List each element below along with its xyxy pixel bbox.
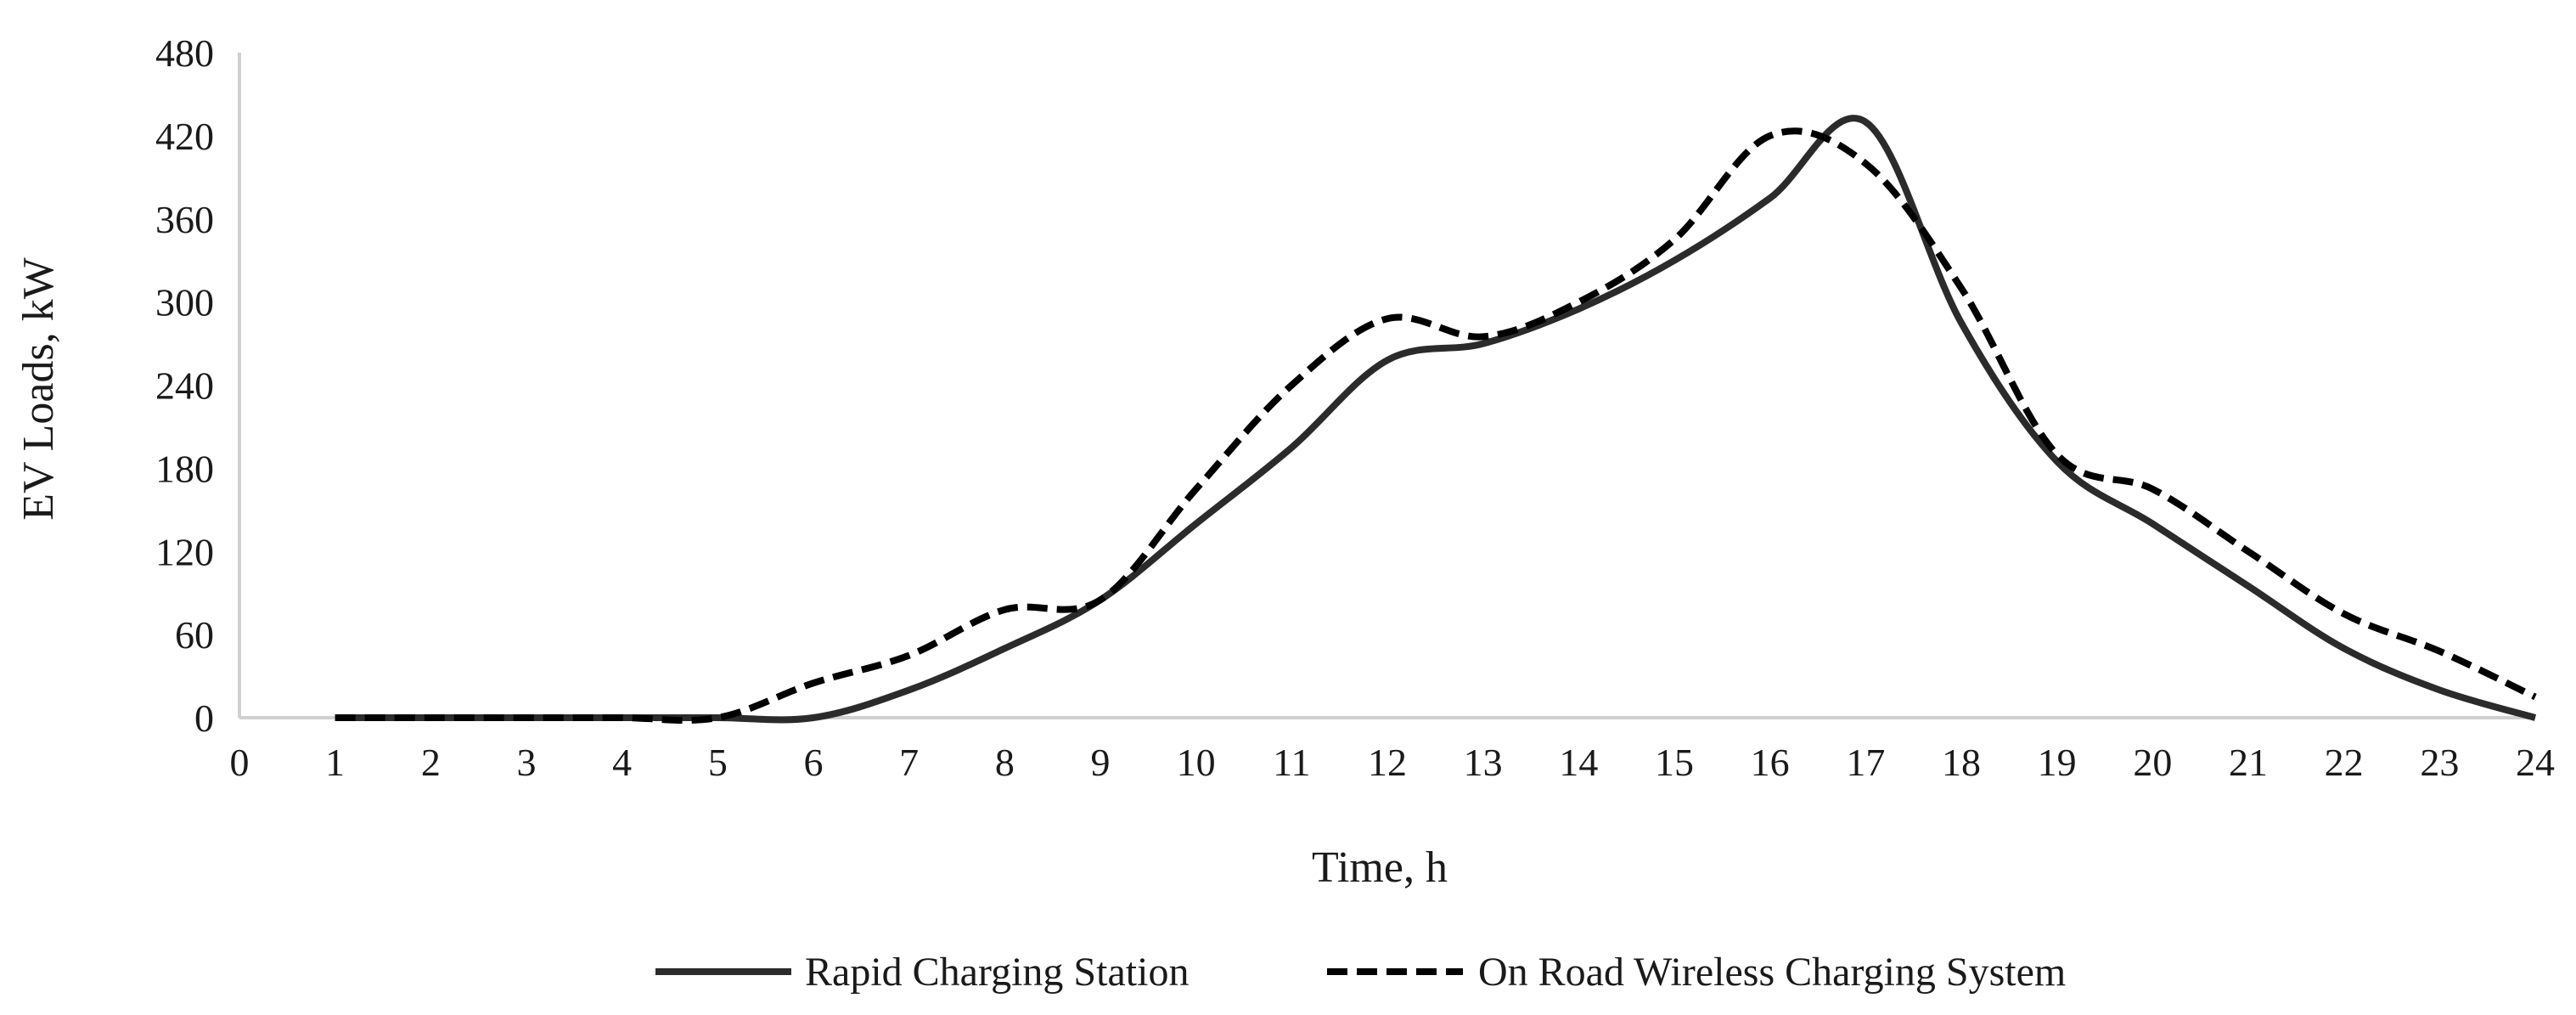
series-line-rapid-charging — [335, 115, 2537, 724]
x-axis-ticks: 0 1 2 3 4 5 6 7 8 9 10 11 12 13 14 15 16 17 18 19 20 21 22 23 24 — [230, 741, 2556, 784]
x-tick-label: 9 — [1091, 741, 1111, 784]
x-axis-title: Time, h — [1312, 843, 1448, 892]
x-tick-label: 13 — [1464, 741, 1503, 784]
x-tick-label: 6 — [804, 741, 824, 784]
y-tick-label: 120 — [155, 530, 214, 573]
y-tick-label: 240 — [155, 364, 214, 408]
x-tick-label: 7 — [899, 741, 919, 784]
legend-label-rapid: Rapid Charging Station — [805, 950, 1189, 995]
x-tick-label: 5 — [708, 741, 728, 784]
legend-item-rapid: Rapid Charging Station — [655, 950, 1189, 995]
x-tick-label: 18 — [1942, 741, 1981, 784]
legend: Rapid Charging Station On Road Wireless … — [655, 950, 2066, 995]
x-tick-label: 20 — [2133, 741, 2172, 784]
y-tick-label: 420 — [155, 115, 214, 158]
series-line-wireless-charging — [335, 127, 2537, 725]
x-tick-label: 21 — [2229, 741, 2268, 784]
y-tick-label: 480 — [155, 31, 214, 75]
legend-label-wireless: On Road Wireless Charging System — [1478, 950, 2066, 995]
x-tick-label: 12 — [1368, 741, 1407, 784]
legend-item-wireless: On Road Wireless Charging System — [1327, 950, 2066, 995]
y-tick-label: 300 — [155, 281, 214, 324]
y-axis-title: EV Loads, kW — [14, 257, 63, 521]
x-tick-label: 16 — [1751, 741, 1790, 784]
x-tick-label: 11 — [1273, 741, 1310, 784]
x-tick-label: 10 — [1177, 741, 1216, 784]
x-tick-label: 24 — [2516, 741, 2555, 784]
x-tick-label: 4 — [612, 741, 632, 784]
x-tick-label: 14 — [1559, 741, 1598, 784]
x-tick-label: 8 — [995, 741, 1015, 784]
y-tick-label: 60 — [175, 613, 214, 657]
x-tick-label: 23 — [2420, 741, 2459, 784]
y-tick-label: 360 — [155, 198, 214, 241]
x-tick-label: 0 — [230, 741, 250, 784]
y-axis-ticks: 0 60 120 180 240 300 360 420 480 — [155, 31, 214, 740]
x-tick-label: 22 — [2325, 741, 2364, 784]
x-tick-label: 3 — [517, 741, 537, 784]
y-tick-label: 180 — [155, 447, 214, 490]
x-tick-label: 15 — [1655, 741, 1694, 784]
x-tick-label: 19 — [2038, 741, 2077, 784]
x-tick-label: 2 — [421, 741, 441, 784]
series-layer — [335, 115, 2537, 725]
y-tick-label: 0 — [194, 696, 214, 740]
x-tick-label: 1 — [325, 741, 345, 784]
x-tick-label: 17 — [1846, 741, 1885, 784]
